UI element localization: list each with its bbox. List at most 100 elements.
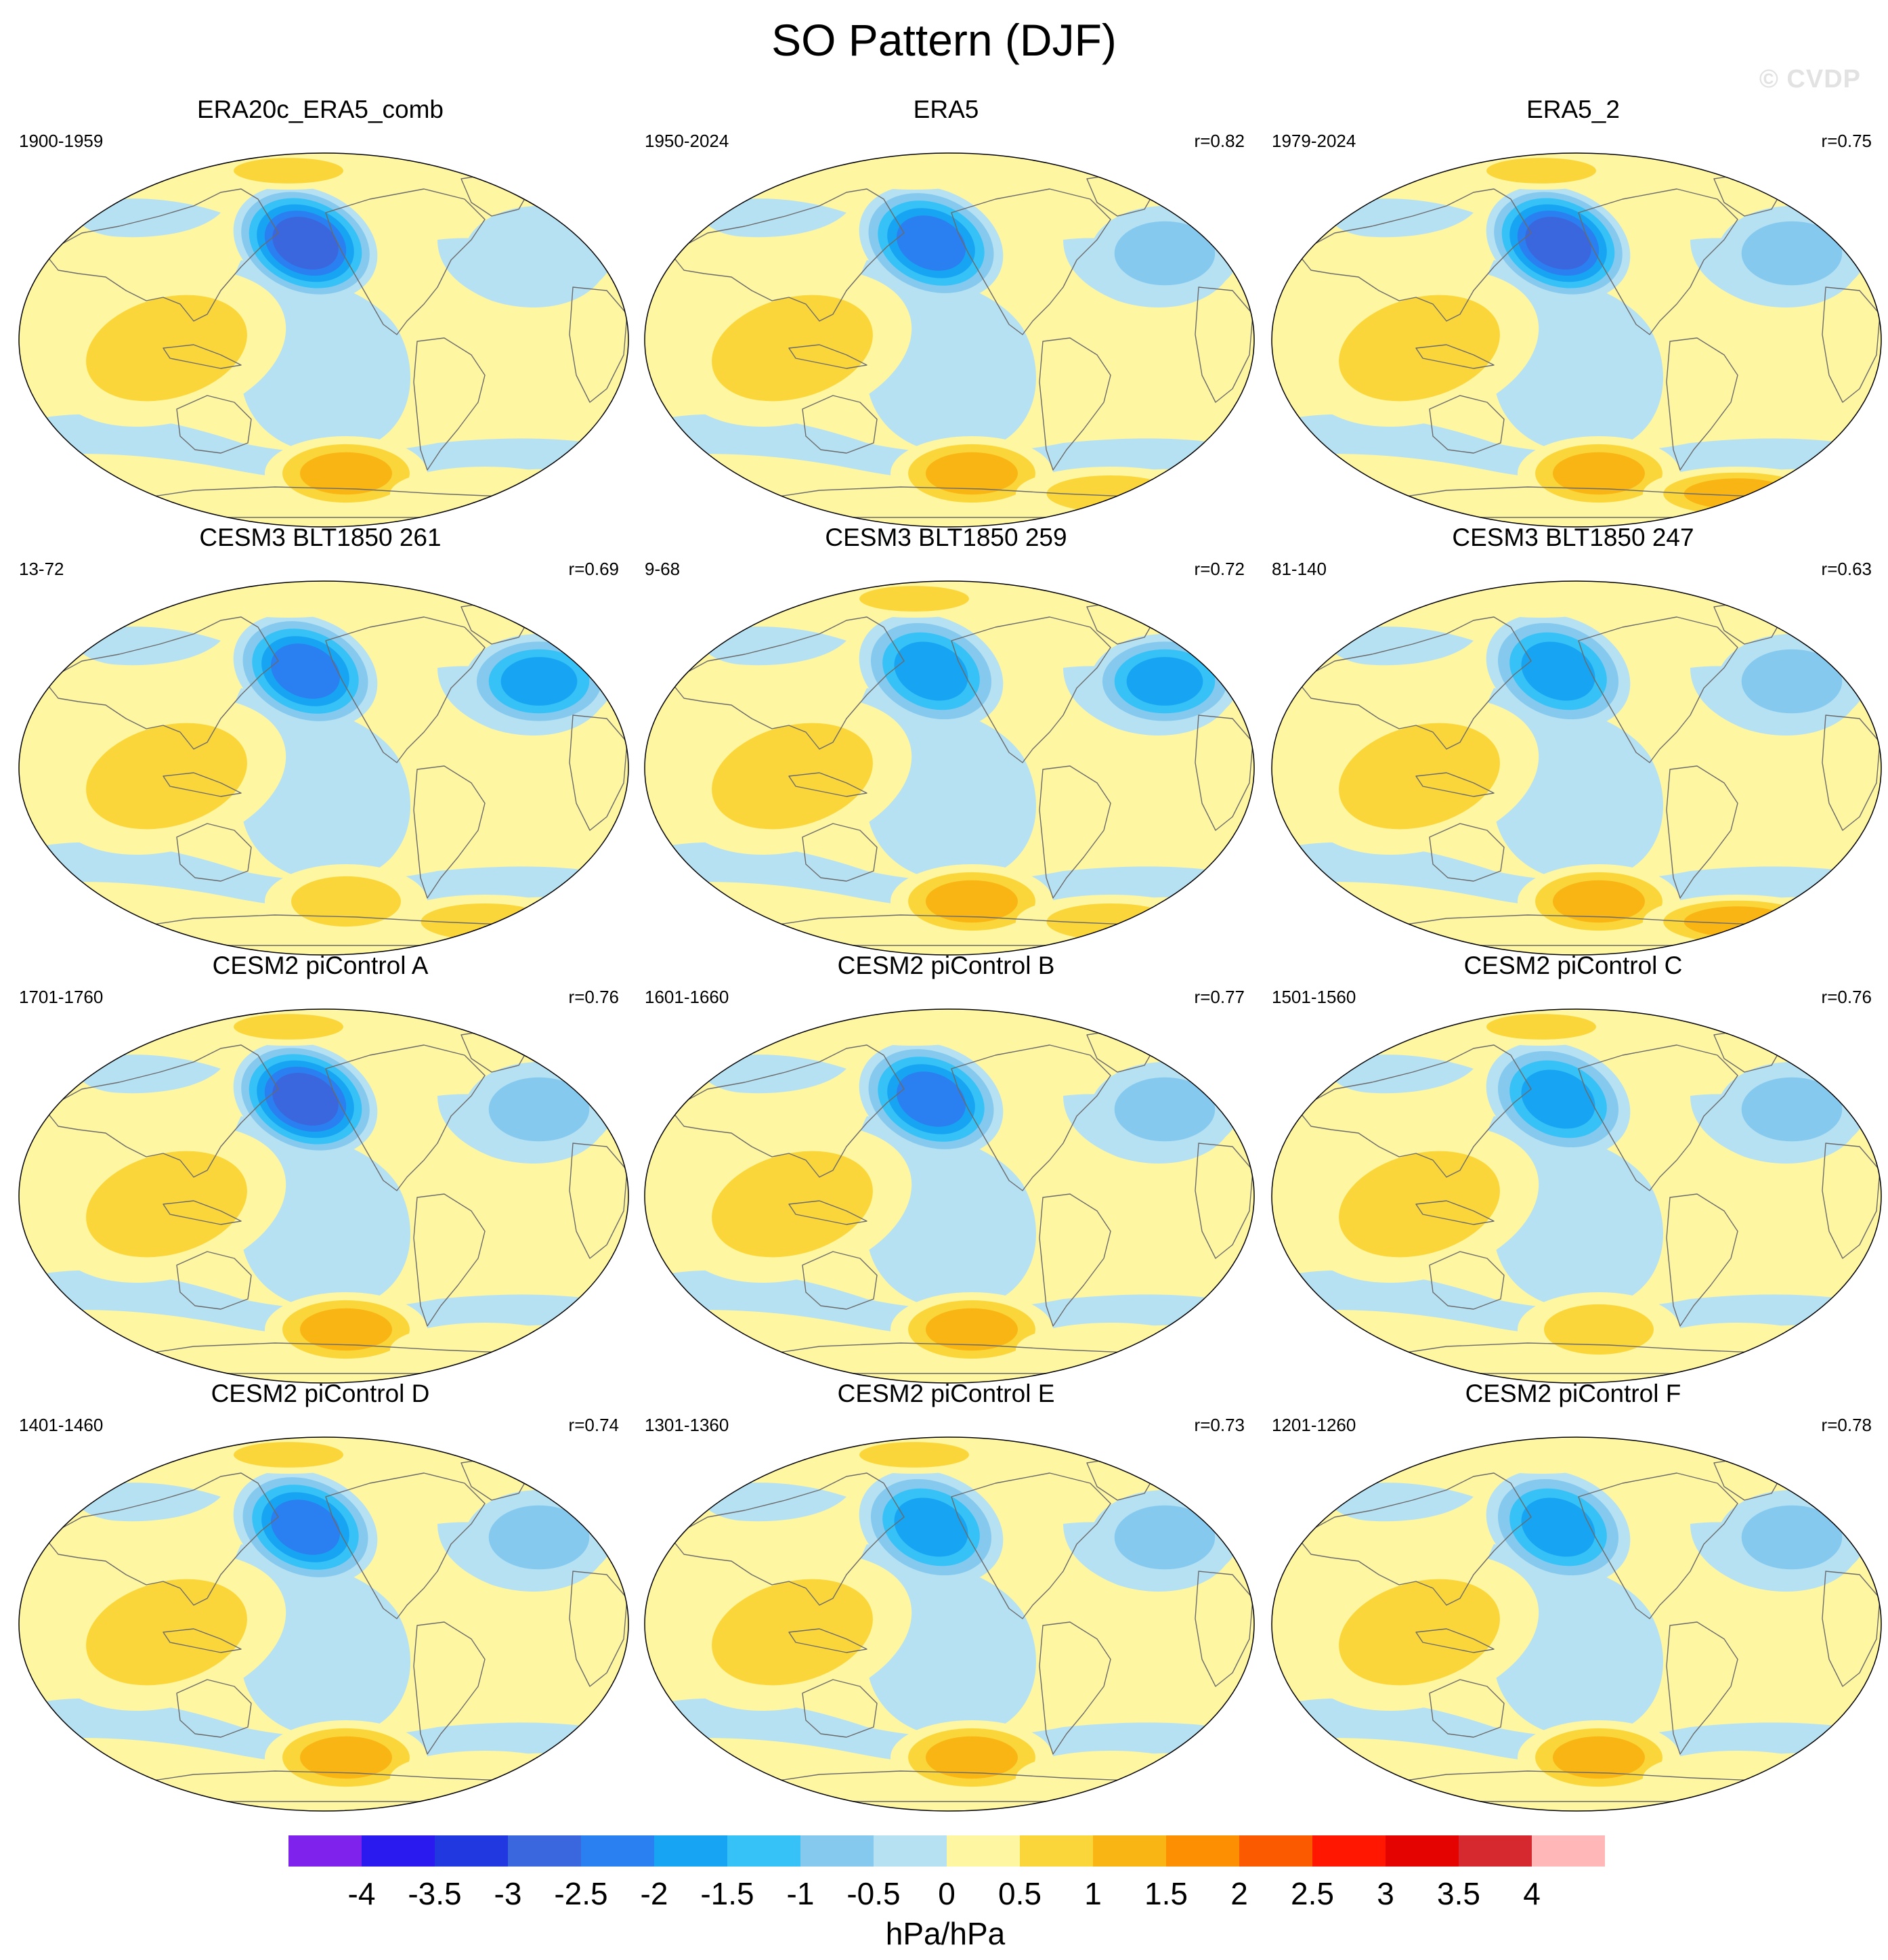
panel-pattern-correlation: r=0.74 xyxy=(568,1415,619,1435)
globe-outline xyxy=(644,580,1255,956)
coastline xyxy=(325,188,486,335)
coastline xyxy=(1822,1143,1881,1259)
arctic-contour-1 xyxy=(207,581,370,618)
panel-years: 1301-1360 xyxy=(645,1415,729,1435)
coastline xyxy=(1415,772,1495,797)
eurasia-negative-band xyxy=(72,1054,221,1094)
coastline xyxy=(1415,1628,1495,1653)
coastline xyxy=(163,1628,242,1653)
colorbar-swatch xyxy=(508,1835,581,1867)
map xyxy=(644,1436,1255,1812)
aleutian-low-contour-4 xyxy=(894,641,968,701)
colorbar-swatch xyxy=(1020,1835,1093,1867)
icelandic-contour-2 xyxy=(488,1077,590,1142)
coastline xyxy=(1195,1143,1253,1259)
coastline xyxy=(1822,715,1881,831)
panel-pattern-correlation: r=0.77 xyxy=(1194,987,1245,1007)
map-panel: ERA5 1950-2024 r=0.82 xyxy=(632,95,1260,528)
aleutian-low-contour-4 xyxy=(894,1497,968,1557)
map xyxy=(644,1008,1255,1384)
coastline xyxy=(1297,188,1532,322)
colorbar-swatch xyxy=(581,1835,654,1867)
coastline xyxy=(1429,1251,1505,1310)
colorbar-swatch xyxy=(1093,1835,1166,1867)
coastline xyxy=(44,1472,279,1606)
coastline xyxy=(1195,1571,1253,1687)
map xyxy=(1271,1436,1882,1812)
coastline xyxy=(1039,1193,1111,1327)
eurasia-negative-band xyxy=(1325,1054,1474,1094)
colorbar-swatch xyxy=(874,1835,947,1867)
panel-pattern-correlation: r=0.63 xyxy=(1821,559,1872,579)
arctic-contour-2 xyxy=(234,1014,343,1040)
globe-outline xyxy=(18,152,629,528)
globe-outline xyxy=(18,1008,629,1384)
coastline xyxy=(1666,765,1738,899)
southern-negative-band xyxy=(645,1270,1254,1338)
map-panel: CESM2 piControl B 1601-1660 r=0.77 xyxy=(632,951,1260,1384)
colorbar-swatch xyxy=(1532,1835,1605,1867)
colorbar-tick-label: -3.5 xyxy=(408,1876,462,1911)
globe-outline xyxy=(1271,152,1882,528)
coastline xyxy=(670,188,905,322)
eurasia-negative-band xyxy=(1325,626,1474,666)
icelandic-contour-2 xyxy=(1114,221,1216,286)
coastline xyxy=(176,823,252,882)
panel-pattern-correlation: r=0.69 xyxy=(568,559,619,579)
panel-years: 1950-2024 xyxy=(645,131,729,151)
aleutian-low-contour-6 xyxy=(1525,217,1591,270)
panel-years: 1201-1260 xyxy=(1272,1415,1356,1435)
coastline xyxy=(163,772,242,797)
coastline xyxy=(1297,616,1532,750)
map-panel: CESM2 piControl A 1701-1760 r=0.76 xyxy=(7,951,634,1384)
eurasia-negative-band xyxy=(72,1483,221,1522)
coastline xyxy=(951,1472,1111,1619)
weddell-high-contour-1 xyxy=(1643,1323,1832,1377)
southern-negative-band xyxy=(645,1698,1254,1766)
southern-negative-band xyxy=(1272,1698,1881,1766)
aleutian-low-contour-5 xyxy=(896,1071,966,1127)
icelandic-contour-2 xyxy=(1741,1077,1843,1142)
map xyxy=(644,580,1255,956)
colorbar-swatch xyxy=(1312,1835,1386,1867)
colorbar-tick-label: -0.5 xyxy=(846,1876,901,1911)
southern-negative-band xyxy=(19,1698,628,1766)
weddell-high-contour-1 xyxy=(1643,1751,1832,1805)
coastline xyxy=(163,344,242,369)
panel-title: CESM2 piControl D xyxy=(211,1380,430,1407)
weddell-high-contour-1 xyxy=(1016,1751,1205,1805)
colorbar-tick-label: -4 xyxy=(347,1876,376,1911)
coastline xyxy=(802,1679,878,1738)
coastline xyxy=(1822,1571,1881,1687)
panel-title: CESM3 BLT1850 261 xyxy=(199,524,442,551)
eurasia-negative-band xyxy=(72,198,221,238)
icelandic-contour-1 xyxy=(465,206,614,301)
amundsen-high-contour-3 xyxy=(926,1308,1018,1351)
map xyxy=(1271,580,1882,956)
globe-outline xyxy=(1271,580,1882,956)
coastline xyxy=(44,1044,279,1178)
icelandic-contour-2 xyxy=(1741,221,1843,286)
colorbar-swatch xyxy=(1459,1835,1532,1867)
amundsen-high-contour-3 xyxy=(300,1736,392,1779)
coastline xyxy=(325,1472,486,1619)
coastline xyxy=(569,1143,628,1259)
coastline xyxy=(1822,286,1881,403)
globe-outline xyxy=(1271,1436,1882,1812)
amundsen-high-contour-3 xyxy=(926,880,1018,923)
amundsen-high-contour-3 xyxy=(1553,1736,1645,1779)
panel-title: CESM2 piControl E xyxy=(837,1380,1055,1407)
colorbar-tick-label: 1 xyxy=(1084,1876,1102,1911)
colorbar-swatch xyxy=(435,1835,508,1867)
coastline xyxy=(44,188,279,322)
panel-title: ERA20c_ERA5_comb xyxy=(196,95,444,123)
southern-negative-band xyxy=(19,414,628,482)
map-panel: CESM3 BLT1850 259 9-68 r=0.72 xyxy=(632,523,1260,956)
colorbar-tick-label: 4 xyxy=(1523,1876,1541,1911)
coastline xyxy=(569,286,628,403)
colorbar-tick-label: 1.5 xyxy=(1144,1876,1188,1911)
coastline xyxy=(1429,1679,1505,1738)
eurasia-negative-band xyxy=(72,626,221,666)
colorbar-tick-label: 3.5 xyxy=(1437,1876,1480,1911)
coastline xyxy=(1415,1200,1495,1225)
